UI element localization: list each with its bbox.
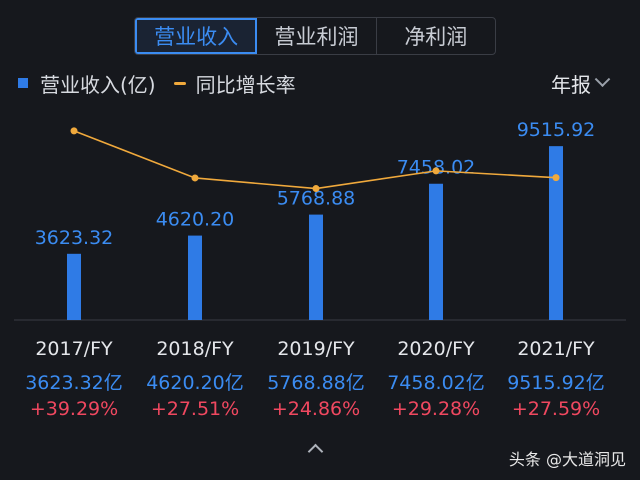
growth-point[interactable]	[552, 174, 560, 182]
period-selector-label: 年报	[551, 72, 591, 97]
revenue-bar[interactable]	[309, 214, 323, 320]
period-label: 2021/FY	[517, 338, 595, 360]
value-labels-row: 3623.32亿 4620.20亿 5768.88亿 7458.02亿 9515.92亿	[0, 368, 640, 394]
bar-data-label: 4620.20	[156, 209, 235, 231]
tab-operating-profit[interactable]: 营业利润	[257, 18, 377, 54]
period-labels-row: 2017/FY 2018/FY 2019/FY 2020/FY 2021/FY	[0, 338, 640, 364]
legend-line-label: 同比增长率	[195, 72, 296, 97]
growth-label: +27.59%	[511, 398, 601, 420]
revenue-bar[interactable]	[549, 146, 563, 320]
growth-label: +39.29%	[29, 398, 119, 420]
value-label: 9515.92亿	[507, 372, 605, 394]
value-label: 5768.88亿	[267, 372, 365, 394]
value-label: 3623.32亿	[25, 372, 123, 394]
period-selector[interactable]: 年报	[551, 70, 611, 97]
period-label: 2020/FY	[397, 338, 475, 360]
growth-point[interactable]	[312, 185, 320, 193]
growth-label: +27.51%	[150, 398, 240, 420]
period-label: 2017/FY	[35, 338, 113, 360]
metric-tabs: 营业收入 营业利润 净利润	[134, 17, 496, 55]
growth-point[interactable]	[432, 167, 440, 175]
value-label: 7458.02亿	[387, 372, 485, 394]
chevron-up-icon[interactable]	[307, 443, 324, 460]
growth-label: +29.28%	[391, 398, 481, 420]
legend-bar-label: 营业收入(亿)	[40, 72, 156, 97]
legend-bar-swatch	[18, 78, 28, 88]
tab-net-profit[interactable]: 净利润	[404, 25, 468, 49]
period-label: 2018/FY	[156, 338, 234, 360]
revenue-bar[interactable]	[429, 183, 443, 320]
watermark: 头条 @大道洞见	[508, 450, 626, 469]
bar-data-label: 5768.88	[277, 188, 356, 210]
period-label: 2019/FY	[277, 338, 355, 360]
revenue-bar[interactable]	[67, 253, 81, 320]
tab-revenue[interactable]: 营业收入	[135, 18, 258, 54]
chart-legend: 营业收入(亿) 同比增长率	[18, 70, 296, 97]
legend-line-swatch	[173, 81, 186, 85]
bar-data-label: 9515.92	[517, 119, 596, 141]
revenue-bar[interactable]	[188, 235, 202, 320]
bar-data-label: 3623.32	[35, 227, 114, 249]
growth-labels-row: +39.29% +27.51% +24.86% +29.28% +27.59%	[0, 398, 640, 424]
growth-line	[73, 130, 557, 190]
growth-point[interactable]	[191, 174, 199, 182]
growth-point[interactable]	[70, 127, 78, 135]
growth-label: +24.86%	[271, 398, 361, 420]
value-label: 4620.20亿	[146, 372, 244, 394]
